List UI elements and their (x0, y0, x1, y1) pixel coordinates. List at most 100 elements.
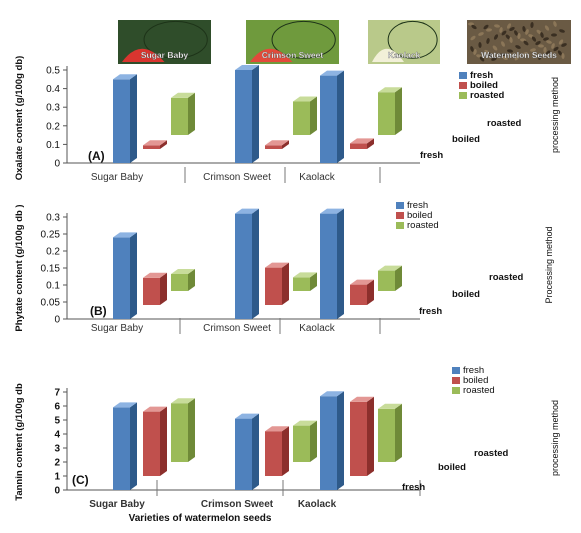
chart-panel-2: 0 0.05 0.1 0.15 0.2 0.25 0.3 Phytate content (g… (14, 200, 554, 334)
seed (546, 40, 552, 44)
bar-top (293, 420, 317, 426)
legend-label: roasted (407, 220, 439, 231)
legend-label: boiled (470, 80, 498, 91)
bar-top (265, 426, 289, 432)
bar-top (235, 65, 259, 70)
bar-boiled-2 (265, 426, 289, 476)
seed (517, 33, 521, 39)
legend-swatch (452, 367, 460, 374)
bar-front (143, 277, 160, 305)
seed (559, 29, 565, 33)
depth-label: roasted (489, 272, 524, 283)
seed (543, 37, 549, 41)
bar-top (143, 272, 167, 278)
photo-label: Kaolack (388, 50, 421, 60)
bar-fresh-2 (235, 65, 259, 163)
photo-label: Sugar Baby (141, 50, 189, 60)
bar-side (160, 272, 167, 305)
photo-3: Kaolack (368, 20, 440, 64)
bar-front (265, 431, 282, 476)
legend-swatch (459, 82, 467, 89)
seed (536, 29, 542, 35)
bar-front (320, 213, 337, 319)
bar-side (130, 74, 137, 163)
depth-label: boiled (452, 134, 480, 145)
bar-boiled-3 (350, 279, 374, 305)
y-tick-label: 0.1 (46, 281, 60, 292)
depth-label: roasted (487, 118, 522, 129)
depth-label: fresh (402, 482, 425, 493)
seed (494, 24, 500, 28)
legend-swatch (396, 202, 404, 209)
bar-boiled-1 (143, 140, 167, 149)
category-label: Kaolack (299, 323, 336, 334)
bar-top (265, 140, 289, 146)
bar-top (171, 398, 195, 404)
bar-side (188, 269, 195, 291)
seed (531, 36, 537, 42)
seed (492, 45, 498, 51)
bar-front (350, 143, 367, 149)
category-label: Sugar Baby (91, 172, 143, 183)
seed (543, 47, 547, 53)
bar-roasted-2 (293, 420, 317, 462)
seed (493, 34, 499, 40)
photo-label: Watermelon Seeds (481, 50, 557, 60)
bar-side (367, 279, 374, 305)
bar-fresh-1 (113, 232, 137, 319)
y-tick-label: 7 (54, 388, 60, 399)
legend-label: roasted (470, 90, 505, 101)
bar-top (350, 138, 374, 144)
seed (530, 48, 536, 52)
bar-top (293, 96, 317, 102)
bar-front (113, 237, 130, 319)
bar-side (310, 420, 317, 462)
bar-front (113, 407, 130, 490)
bar-front (265, 267, 282, 305)
depth-label: roasted (474, 448, 509, 459)
bar-side (395, 87, 402, 135)
bar-front (235, 70, 252, 163)
seed (553, 21, 557, 27)
bar-front (378, 270, 395, 291)
seed (558, 39, 564, 45)
melon-rind (143, 20, 208, 59)
seed (499, 27, 503, 33)
y-axis-title: Tannin content (g/100g db (14, 383, 25, 501)
photo-1: Sugar Baby (118, 20, 211, 64)
y-axis-title: Phytate content (g/100g db ) (14, 204, 25, 331)
bar-boiled-2 (265, 262, 289, 305)
photo-2: Crimson Sweet (246, 20, 339, 64)
legend-swatch (452, 387, 460, 394)
legend-swatch (452, 377, 460, 384)
bar-top (293, 272, 317, 278)
seed (468, 22, 474, 26)
bar-boiled-1 (143, 406, 167, 476)
bar-side (252, 208, 259, 319)
y-tick-label: 0.2 (46, 247, 60, 258)
y-tick-label: 0.3 (46, 103, 60, 114)
category-label: Kaolack (299, 172, 336, 183)
y-tick-label: 0 (54, 315, 60, 326)
bar-front (350, 284, 367, 305)
seed (522, 26, 526, 32)
seed (509, 26, 515, 32)
bar-fresh-3 (320, 208, 344, 319)
melon-slice (372, 48, 404, 62)
photo-4: Watermelon Seeds (467, 20, 571, 64)
legend-label: roasted (463, 385, 495, 396)
bar-top (143, 406, 167, 412)
bar-side (282, 140, 289, 149)
seed (545, 50, 551, 56)
y-tick-label: 0 (54, 159, 60, 170)
seed (523, 40, 529, 46)
bar-fresh-1 (113, 74, 137, 163)
bar-roasted-1 (171, 92, 195, 135)
bar-side (395, 403, 402, 462)
x-axis-title: Varieties of watermelon seeds (129, 513, 272, 524)
bar-top (171, 269, 195, 274)
bar-top (113, 74, 137, 80)
